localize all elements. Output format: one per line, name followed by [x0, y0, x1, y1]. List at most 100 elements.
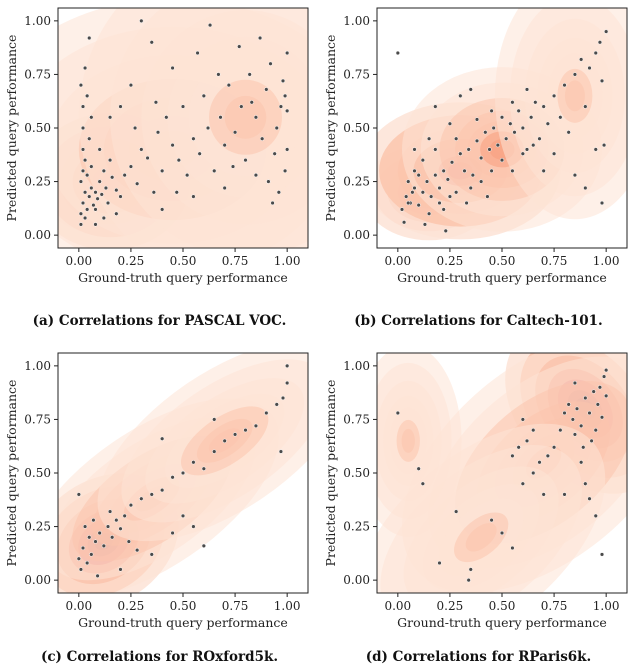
- data-point: [135, 181, 140, 186]
- y-tick-label: 0.25: [24, 175, 51, 189]
- data-point: [406, 179, 411, 184]
- data-point: [78, 179, 84, 184]
- data-point: [164, 115, 169, 120]
- data-point: [107, 509, 113, 514]
- points-layer: [76, 363, 290, 579]
- data-point: [583, 185, 588, 191]
- y-tick-label: 1.00: [343, 359, 370, 373]
- data-point: [89, 115, 94, 120]
- data-point: [197, 151, 202, 156]
- data-point: [201, 93, 206, 99]
- data-point: [216, 72, 221, 77]
- data-point: [160, 168, 165, 174]
- data-point: [572, 172, 578, 178]
- data-point: [599, 78, 605, 84]
- y-tick-label: 0.50: [343, 121, 370, 135]
- chart-panel-d: 0.00 0.25 0.50 0.75 1.00 0.00 0.25 0.50 0.75 1.00…: [319, 345, 638, 645]
- x-tick-label: 0.75: [222, 254, 249, 268]
- y-tick-label: 0.75: [24, 412, 51, 426]
- data-point: [479, 155, 484, 161]
- data-point: [97, 530, 102, 536]
- x-tick-label: 0.25: [437, 599, 464, 613]
- data-point: [285, 363, 290, 369]
- x-tick-label: 0.25: [118, 599, 145, 613]
- data-point: [114, 517, 119, 523]
- x-tick-label: 1.00: [593, 599, 620, 613]
- data-point: [441, 168, 446, 174]
- data-point: [82, 215, 88, 221]
- data-point: [253, 172, 259, 178]
- data-point: [551, 445, 557, 450]
- data-point: [574, 406, 580, 411]
- data-point: [272, 151, 277, 156]
- data-point: [433, 147, 438, 152]
- data-point: [572, 432, 578, 437]
- data-point: [604, 29, 609, 34]
- data-point: [412, 168, 417, 174]
- x-axis-label: Ground-truth query performance: [78, 615, 288, 630]
- data-point: [587, 65, 592, 71]
- data-point: [495, 142, 500, 148]
- x-tick-label: 0.00: [384, 599, 411, 613]
- data-point: [195, 50, 200, 56]
- data-point: [153, 100, 159, 105]
- data-point: [410, 190, 415, 195]
- data-point: [285, 147, 290, 152]
- data-point: [145, 155, 150, 161]
- data-point: [174, 190, 179, 195]
- y-axis-label: Predicted query performance: [323, 380, 338, 567]
- data-point: [201, 466, 206, 471]
- data-point: [85, 207, 90, 212]
- data-point: [395, 50, 400, 56]
- data-point: [516, 108, 521, 114]
- density-layer: [377, 8, 627, 241]
- data-point: [570, 417, 575, 422]
- data-point: [97, 179, 102, 184]
- data-point: [597, 385, 603, 390]
- data-point: [97, 147, 102, 152]
- y-tick-label: 1.00: [343, 14, 370, 28]
- x-tick-label: 0.50: [170, 599, 197, 613]
- data-point: [80, 200, 86, 206]
- data-point: [474, 117, 480, 122]
- data-point: [545, 121, 550, 126]
- data-point: [180, 470, 186, 476]
- data-point: [470, 172, 475, 178]
- data-point: [454, 136, 459, 141]
- data-point: [587, 410, 592, 416]
- data-point: [89, 552, 94, 557]
- y-axis-label: Predicted query performance: [323, 35, 338, 222]
- data-point: [160, 436, 165, 441]
- y-tick-label: 0.25: [24, 520, 51, 534]
- data-point: [276, 190, 281, 195]
- data-point: [520, 151, 525, 156]
- density-contour: [564, 80, 585, 112]
- data-point: [593, 50, 598, 56]
- data-point: [114, 211, 119, 216]
- data-point: [593, 513, 598, 519]
- data-point: [601, 374, 607, 379]
- data-point: [285, 50, 290, 56]
- data-point: [222, 142, 227, 148]
- data-point: [222, 185, 227, 191]
- data-point: [412, 185, 417, 191]
- data-point: [107, 157, 113, 163]
- data-point: [212, 168, 217, 174]
- data-point: [139, 496, 144, 501]
- data-point: [282, 93, 288, 99]
- data-point: [80, 545, 86, 551]
- data-point: [160, 487, 165, 493]
- data-point: [537, 136, 542, 141]
- chart-c: 0.00 0.25 0.50 0.75 1.00 0.00 0.25 0.50 0.75 1.00…: [4, 352, 309, 630]
- data-point: [149, 552, 154, 557]
- y-tick-label: 0.25: [343, 175, 370, 189]
- data-point: [599, 552, 605, 557]
- data-point: [524, 438, 530, 444]
- chart-panel-a: 0.00 0.25 0.50 0.75 1.00 0.00 0.25 0.50 0.75 1.00…: [0, 0, 319, 300]
- x-tick-label: 1.00: [274, 599, 301, 613]
- data-point: [499, 157, 505, 163]
- data-point: [128, 164, 134, 169]
- data-point: [80, 125, 86, 131]
- data-point: [80, 147, 86, 152]
- y-tick-label: 0.75: [343, 67, 370, 81]
